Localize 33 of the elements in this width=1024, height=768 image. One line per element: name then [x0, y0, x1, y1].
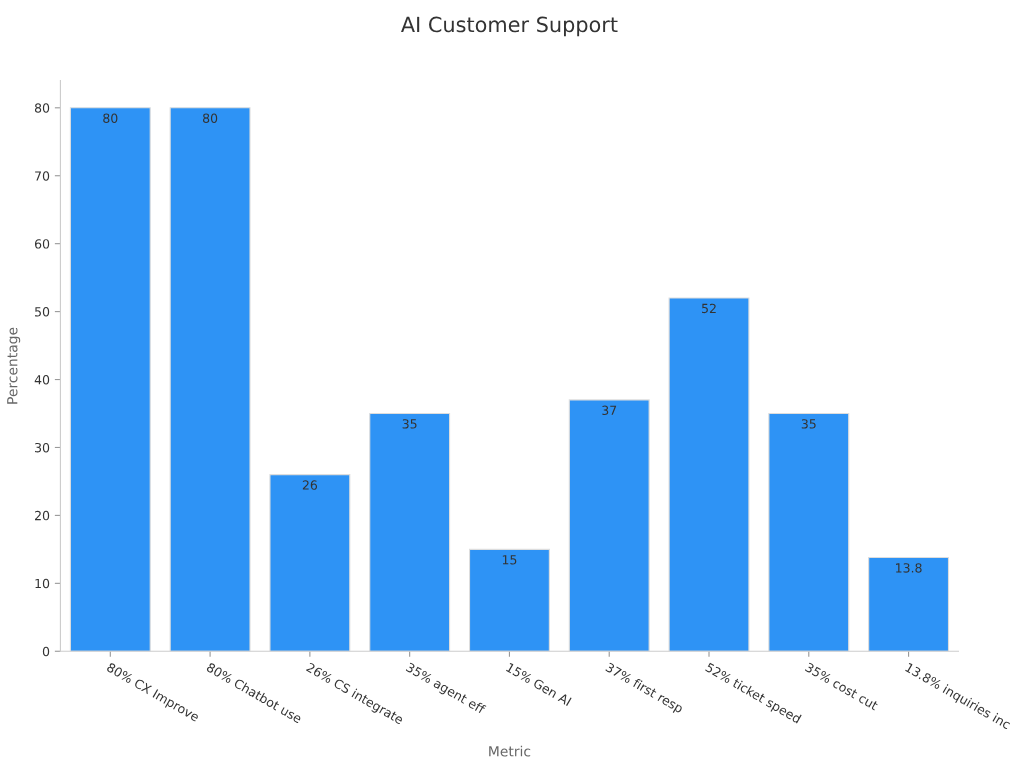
bar: [169, 107, 251, 652]
y-tick-label: 40: [34, 375, 50, 385]
bar: [868, 556, 950, 652]
data-label: 35: [402, 419, 417, 429]
chart-title: AI Customer Support: [401, 16, 618, 37]
data-label: 52: [702, 303, 716, 314]
y-axis-title: Percentage: [7, 327, 21, 404]
y-tick-label: 30: [35, 442, 50, 453]
data-label: 13.8: [896, 563, 922, 573]
x-tick-label: 35% cost cut: [804, 662, 879, 711]
y-tick-label: 50: [35, 307, 50, 317]
x-tick-label: 15% Gen AI: [505, 662, 572, 707]
y-tick-label: 20: [35, 510, 50, 521]
bar: [668, 297, 750, 652]
y-tick-label: 0: [42, 646, 50, 657]
bar: [269, 474, 351, 652]
x-axis-title: Metric: [489, 745, 531, 757]
x-tick-label: 37% first resp: [604, 662, 685, 716]
bar: [568, 399, 650, 652]
bar: [468, 548, 550, 652]
bar: [69, 107, 151, 652]
data-label: 80: [202, 113, 218, 123]
y-tick-label: 10: [35, 578, 50, 589]
bar: [369, 412, 451, 652]
data-label: 80: [103, 113, 118, 123]
y-tick-label: 60: [34, 239, 50, 249]
data-label: 35: [801, 419, 816, 429]
y-tick-label: 80: [34, 103, 50, 113]
data-label: 37: [602, 405, 617, 416]
data-label: 26: [302, 480, 318, 490]
data-label: 15: [502, 555, 517, 565]
bar: [768, 412, 850, 652]
y-tick-label: 70: [35, 171, 50, 181]
